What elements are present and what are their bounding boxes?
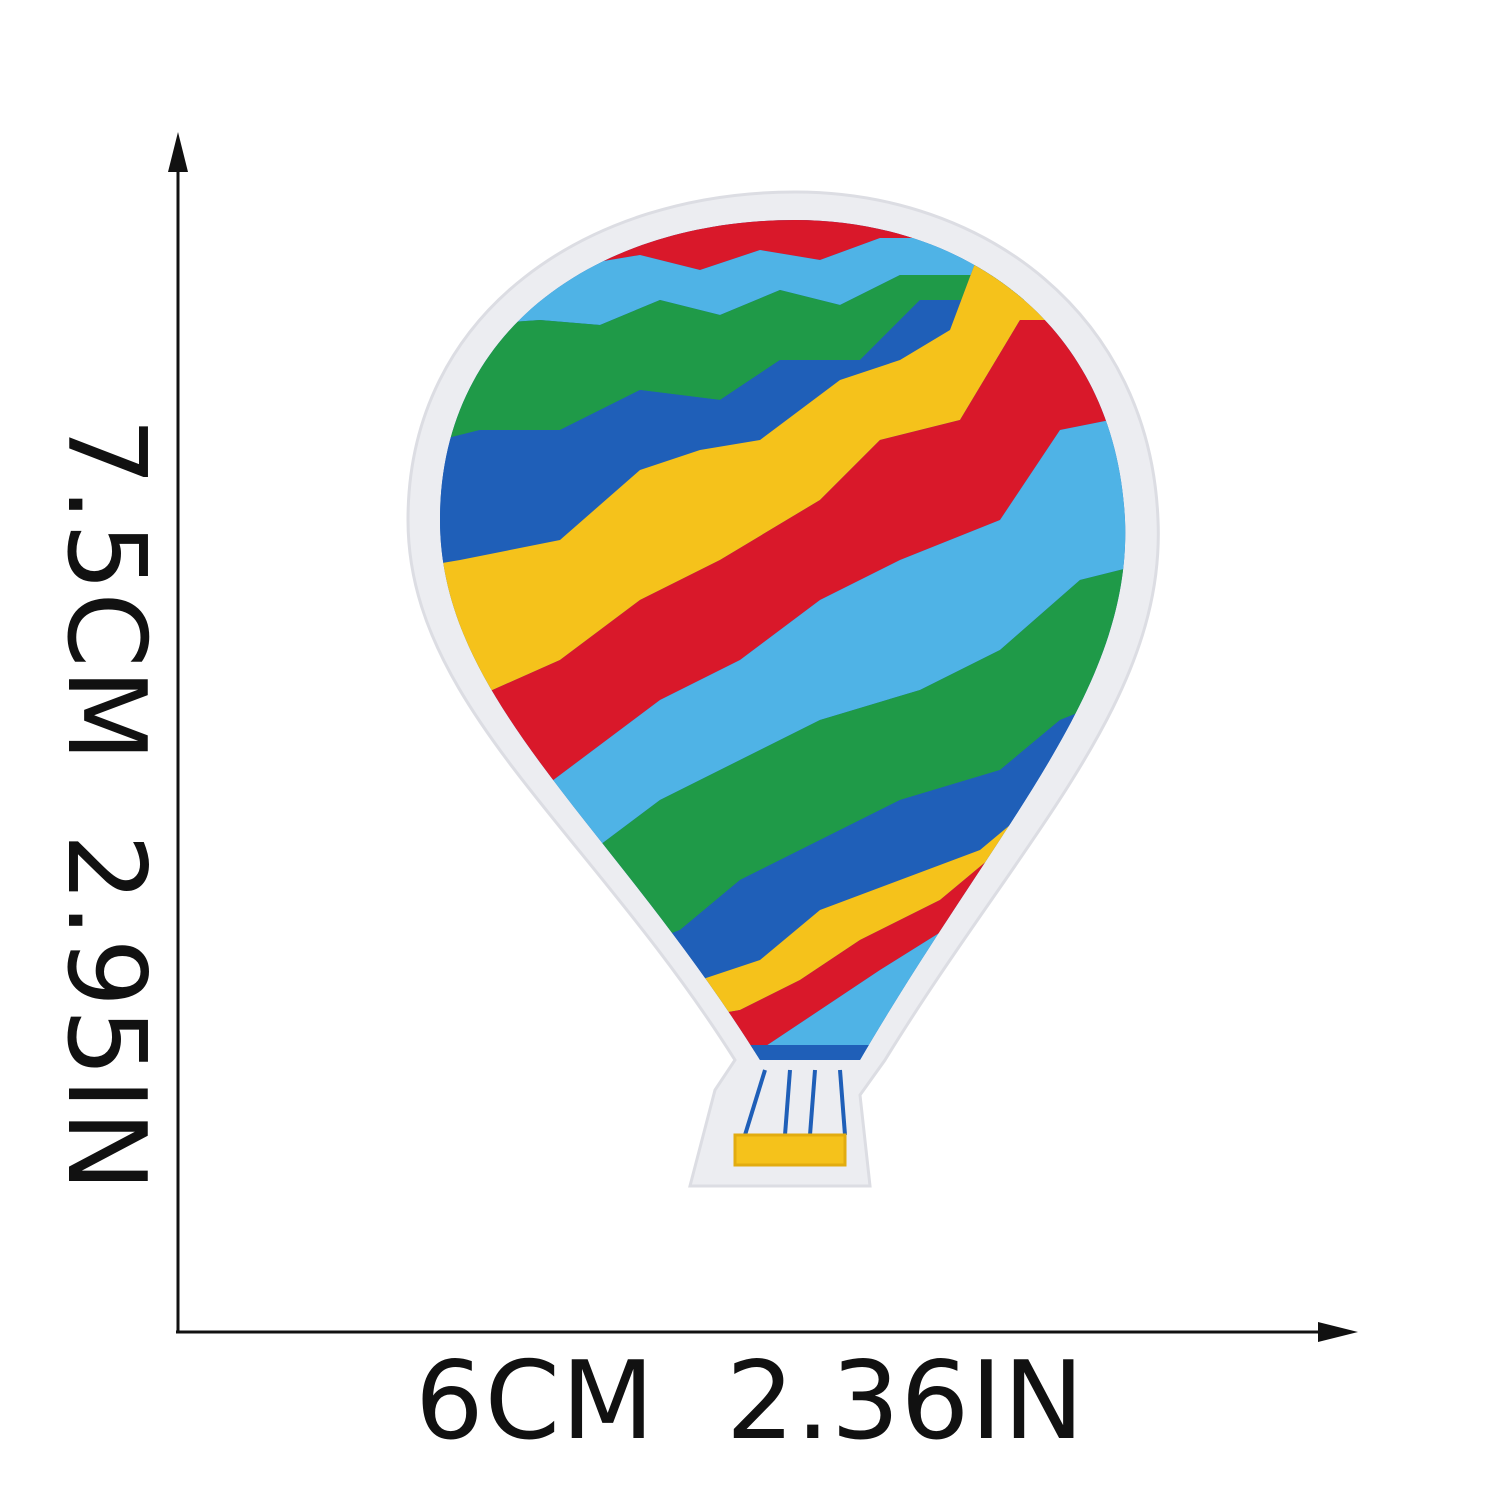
dimension-arrows <box>168 132 1358 1342</box>
basket <box>733 1133 847 1167</box>
balloon-patch <box>406 190 1160 1188</box>
height-dimension-label: 7.5CM 2.95IN <box>43 417 168 1193</box>
width-dimension-label: 6CM 2.36IN <box>414 1339 1086 1464</box>
balloon-envelope <box>440 220 1126 1060</box>
basket-ropes <box>743 1069 847 1136</box>
